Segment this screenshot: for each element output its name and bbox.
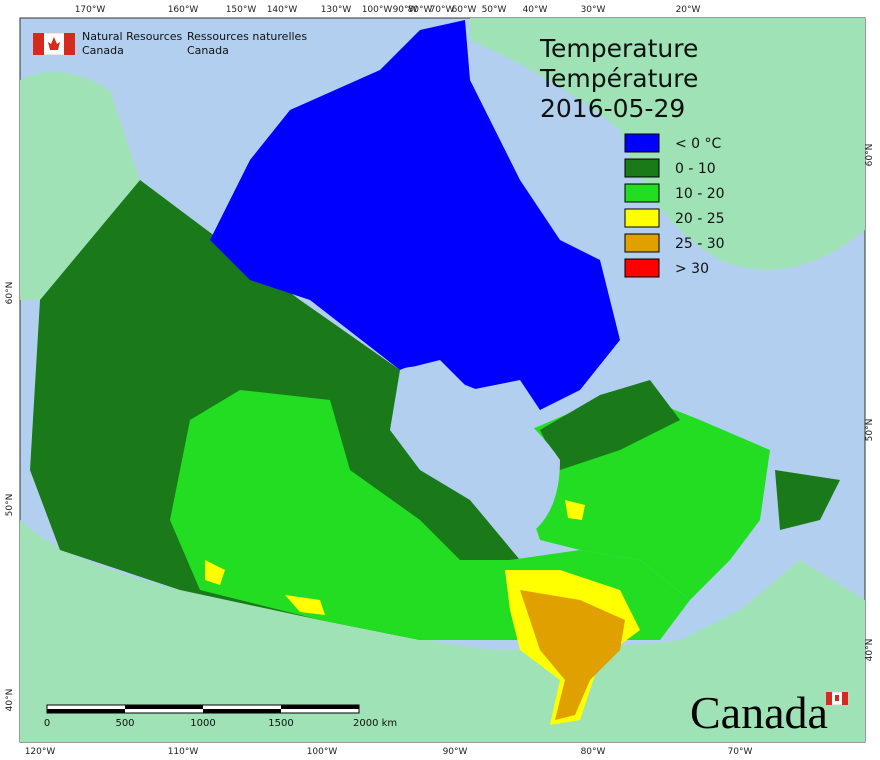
lon-label: 150°W <box>226 5 257 15</box>
scale-label: 2000 km <box>353 718 397 729</box>
scale-label: 1500 <box>268 718 293 729</box>
lat-label: 40°N <box>865 639 875 662</box>
legend-label: > 30 <box>675 261 709 277</box>
other-land <box>20 18 865 742</box>
lon-label: 90°W <box>443 747 468 757</box>
wordmark: Canada <box>690 687 828 738</box>
lat-label: 60°N <box>5 282 15 305</box>
legend-label: 20 - 25 <box>675 211 725 227</box>
lon-label: 40°W <box>523 5 548 15</box>
flag <box>32 32 76 56</box>
lon-label: 80°W <box>408 5 433 15</box>
lon-label: 140°W <box>267 5 298 15</box>
lon-label: 170°W <box>75 5 106 15</box>
lon-label: 70°W <box>430 5 455 15</box>
scale-label: 500 <box>115 718 134 729</box>
wordmark-flag <box>825 691 849 706</box>
lon-label: 120°W <box>25 747 56 757</box>
lon-label: 90°W <box>393 5 418 15</box>
lon-label: 50°W <box>482 5 507 15</box>
scale-label: 0 <box>44 718 50 729</box>
lon-label: 110°W <box>168 747 199 757</box>
legend-swatch <box>624 158 660 178</box>
title: Température <box>539 64 698 93</box>
lon-label: 80°W <box>581 747 606 757</box>
legend-swatch <box>624 258 660 278</box>
legend-swatch <box>624 183 660 203</box>
lat-label: 60°N <box>865 144 875 167</box>
legend-label: 25 - 30 <box>675 236 725 252</box>
lon-label: 160°W <box>168 5 199 15</box>
dept-fr: Canada <box>187 44 229 57</box>
lon-label: 20°W <box>676 5 701 15</box>
legend-label: 10 - 20 <box>675 186 725 202</box>
legend-swatch <box>624 208 660 228</box>
scale-label: 1000 <box>190 718 215 729</box>
lon-label: 100°W <box>307 747 338 757</box>
dept-en: Canada <box>82 44 124 57</box>
lon-label: 30°W <box>581 5 606 15</box>
lon-label: 60°W <box>452 5 477 15</box>
title: Temperature <box>539 34 698 63</box>
lat-label: 40°N <box>5 689 15 712</box>
dept-en: Natural Resources <box>82 30 183 43</box>
legend-label: < 0 °C <box>675 136 722 152</box>
dept-fr: Ressources naturelles <box>187 30 307 43</box>
scale-bar <box>46 704 360 714</box>
canada-regions <box>30 20 840 725</box>
lat-label: 50°N <box>5 494 15 517</box>
graticule-labels: 170°W 160°W 150°W 140°W 130°W 100°W 90°W80°W70… <box>5 5 875 757</box>
legend: < 0 °C 0 - 10 10 - 20 20 - 25 25 - 30 > 30 <box>624 133 725 278</box>
lon-label: 130°W <box>321 5 352 15</box>
lon-label: 70°W <box>728 747 753 757</box>
legend-label: 0 - 10 <box>675 161 716 177</box>
date: 2016-05-29 <box>540 94 685 123</box>
legend-swatch <box>624 233 660 253</box>
lat-label: 50°N <box>865 419 875 442</box>
lon-label: 100°W <box>362 5 393 15</box>
scale-labels: 0 500 1000 1500 2000 km <box>44 718 397 729</box>
legend-swatch <box>624 133 660 153</box>
